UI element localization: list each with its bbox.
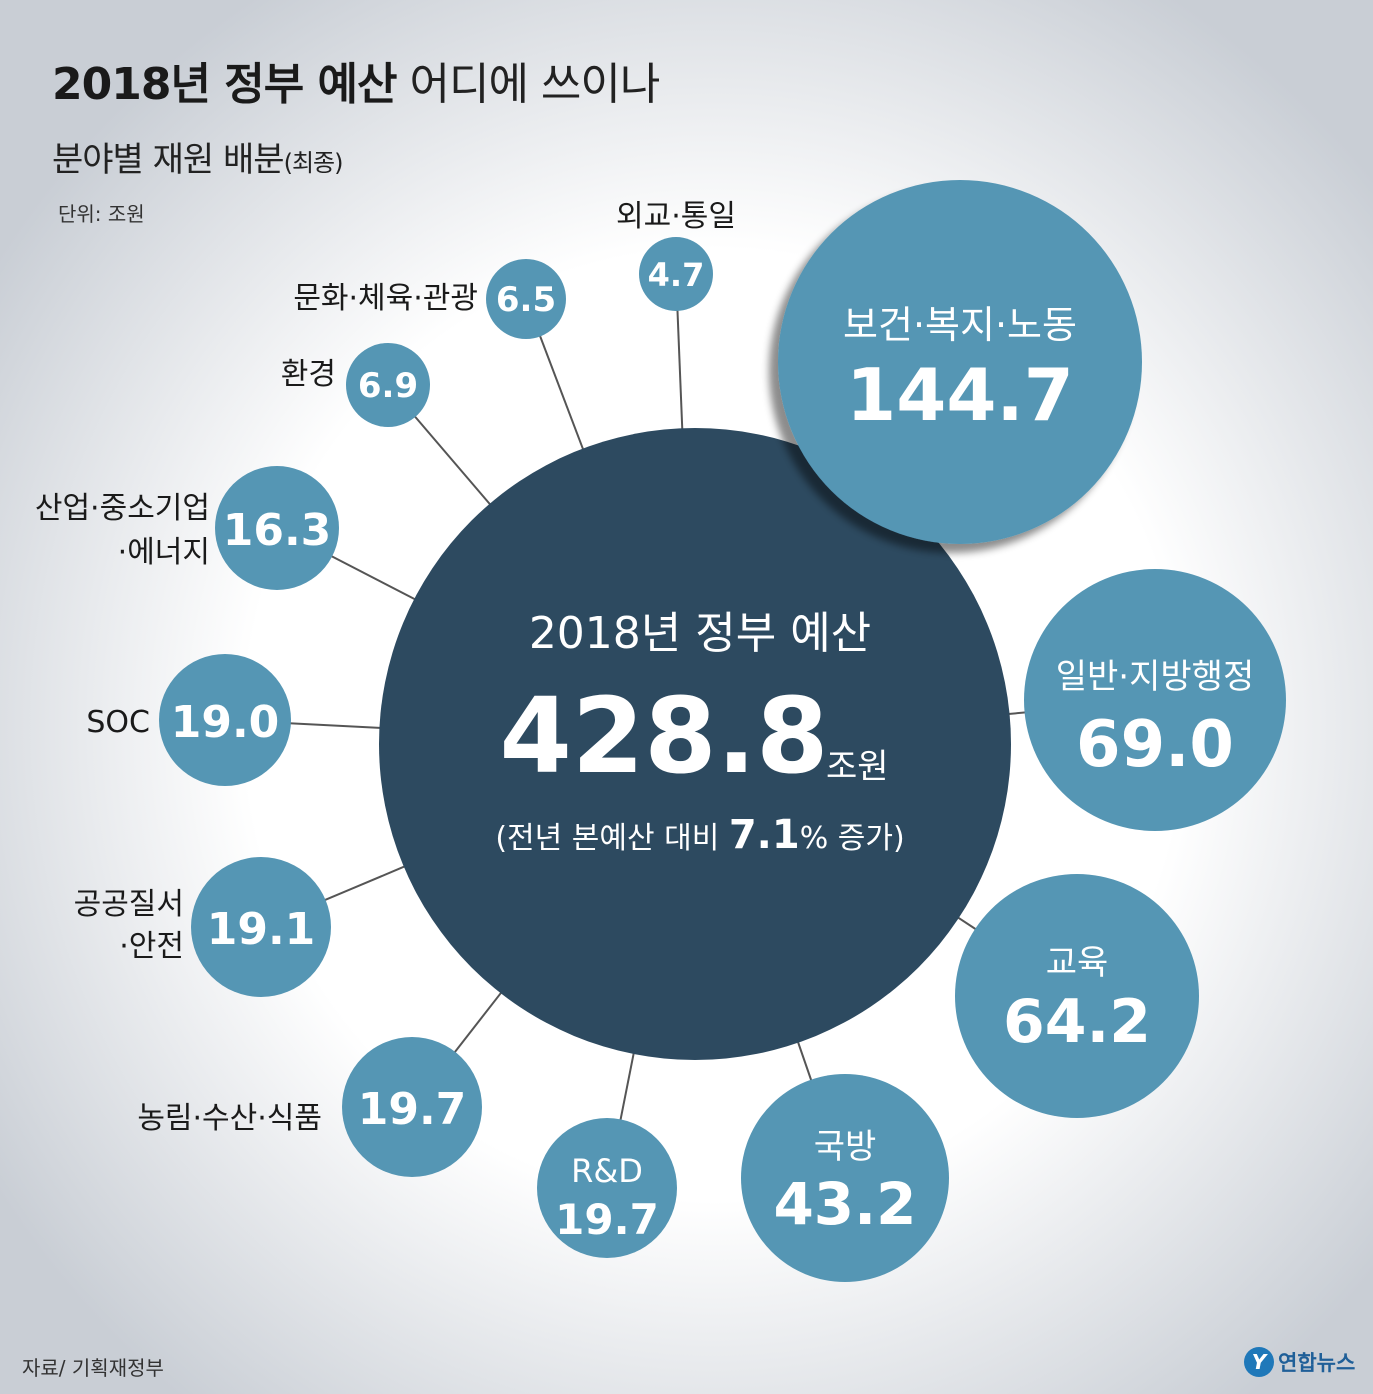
brand-mark-icon: Y: [1244, 1347, 1274, 1377]
connector-line: [451, 989, 504, 1056]
category-label: R&D: [571, 1152, 643, 1190]
category-bubble: 농림·수산·식품 19.7: [137, 1037, 482, 1177]
bubble-value: 19.7: [358, 1084, 467, 1135]
bubble-circle: [1024, 569, 1286, 831]
category-label: SOC: [86, 705, 150, 740]
subtitle-text: 분야별 재원 배분: [52, 140, 285, 180]
bubble-value: 4.7: [648, 256, 705, 294]
connector-line: [795, 1038, 814, 1084]
category-label: 환경: [281, 357, 336, 392]
title-rest: 어디에 쓰이나: [409, 59, 661, 110]
category-bubble: R&D 19.7: [537, 1118, 677, 1258]
source-note: 자료/ 기획재정부: [22, 1356, 164, 1380]
bubble-value: 16.3: [223, 505, 332, 556]
category-label: 보건·복지·노동: [843, 303, 1077, 347]
bubble-value: 19.0: [171, 697, 280, 748]
bubble-circle: [486, 259, 566, 339]
category-bubble: 환경 6.9: [281, 343, 430, 427]
category-bubble: 외교·통일 4.7: [616, 199, 736, 311]
connector-line: [676, 306, 684, 433]
category-bubble: SOC 19.0: [86, 654, 291, 786]
chart-title: 2018년 정부 예산 어디에 쓰이나: [52, 48, 661, 112]
center-bubble: 2018년 정부 예산 428.8 조원 (전년 본예산 대비 7.1% 증가): [379, 428, 1011, 1060]
category-label: 국방: [814, 1127, 877, 1167]
connector-line: [954, 914, 980, 932]
title-bold: 2018년 정부 예산: [52, 59, 397, 110]
subtitle-note: (최종): [283, 149, 344, 177]
bubble-circle: [159, 654, 291, 786]
bubble-circle: [741, 1074, 949, 1282]
growth-note: (전년 본예산 대비 7.1% 증가): [495, 812, 904, 858]
category-label: 산업·중소기업 ·에너지: [35, 491, 210, 570]
category-bubble: 문화·체육·관광 6.5: [293, 259, 566, 339]
category-bubble: 일반·지방행정 69.0: [1024, 569, 1286, 831]
bubble-circle: [639, 237, 713, 311]
bubble-value: 6.9: [358, 366, 418, 406]
connector-line: [328, 553, 419, 602]
connector-line: [286, 722, 384, 730]
bubble-value: 43.2: [773, 1170, 916, 1238]
bubble-value: 64.2: [1003, 987, 1151, 1057]
brand-name: 연합뉴스: [1278, 1351, 1356, 1375]
bubble-circle: [537, 1118, 677, 1258]
bubble-value: 144.7: [846, 353, 1074, 437]
bubble-value: 19.7: [555, 1195, 659, 1244]
bubble-value: 69.0: [1076, 708, 1234, 782]
growth-prefix: (전년 본예산 대비: [495, 821, 729, 856]
category-label: 교육: [1046, 943, 1109, 983]
brand-logo: Y 연합뉴스: [1244, 1346, 1355, 1378]
category-label: 외교·통일: [616, 199, 736, 234]
category-bubbles: 보건·복지·노동144.7일반·지방행정69.0교육64.2국방43.2R&D1…: [35, 180, 1286, 1282]
connector-line: [411, 413, 493, 508]
category-label: 일반·지방행정: [1056, 657, 1255, 697]
unit-label: 단위: 조원: [58, 202, 145, 226]
center-label: 2018년 정부 예산: [529, 608, 871, 659]
chart-subtitle: 분야별 재원 배분(최종): [52, 132, 344, 181]
connector-line: [321, 864, 408, 903]
center-unit: 조원: [826, 747, 889, 787]
category-label: 농림·수산·식품: [137, 1101, 322, 1136]
growth-suffix: % 증가): [800, 821, 905, 856]
connector-lines: [286, 306, 1029, 1124]
bubble-circle: [215, 466, 339, 590]
category-label: 공공질서 ·안전: [74, 887, 184, 964]
category-label: 문화·체육·관광: [293, 281, 478, 316]
bubble-value: 19.1: [207, 904, 316, 955]
category-bubble: 공공질서 ·안전 19.1: [74, 857, 331, 997]
center-total-value: 428.8: [500, 675, 829, 797]
bubble-circle: [955, 874, 1199, 1118]
growth-value: 7.1: [729, 812, 800, 858]
bubble-circle: [346, 343, 430, 427]
bubble-circle: [778, 180, 1142, 544]
connector-line: [618, 1049, 636, 1124]
bubble-circle: [342, 1037, 482, 1177]
connector-line: [537, 332, 586, 453]
bubble-circle: [191, 857, 331, 997]
category-bubble: 보건·복지·노동 144.7: [778, 180, 1142, 544]
center-circle: [379, 428, 1011, 1060]
category-bubble: 산업·중소기업 ·에너지 16.3: [35, 466, 339, 590]
bubble-value: 6.5: [496, 280, 556, 320]
